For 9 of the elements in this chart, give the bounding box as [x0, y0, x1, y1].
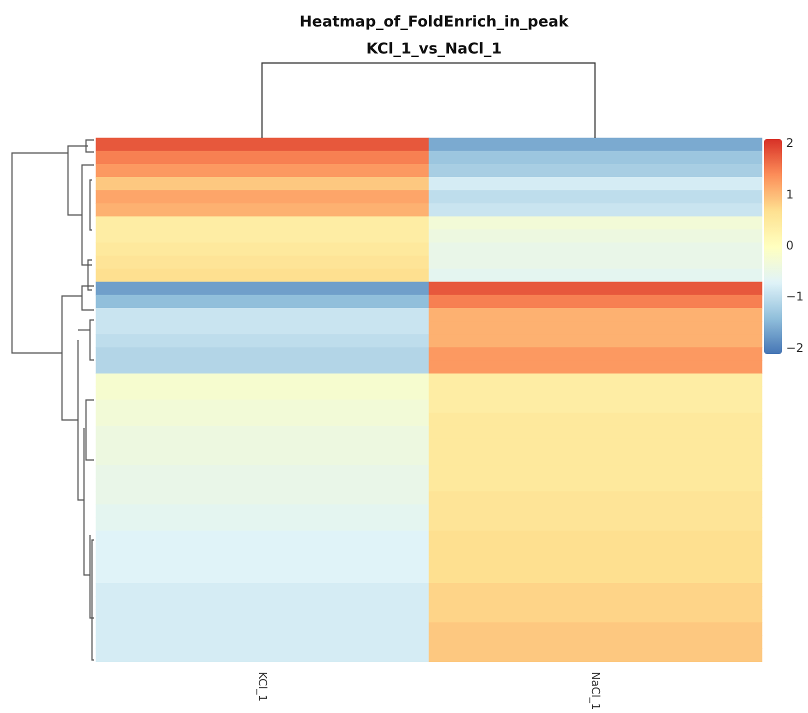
color-bar-label: 0	[786, 238, 794, 252]
x-tick-label: KCl_1	[256, 672, 269, 702]
chart-title: Heatmap_of_FoldEnrich_in_peak	[299, 12, 570, 30]
color-bar-label: −1	[786, 290, 804, 304]
color-bar-label: 2	[786, 136, 794, 150]
x-tick-label: NaCl_1	[589, 672, 602, 710]
chart-subtitle: KCl_1_vs_NaCl_1	[366, 40, 502, 58]
color-bar-label: 1	[786, 187, 794, 202]
color-bar-label: −2	[786, 340, 804, 355]
